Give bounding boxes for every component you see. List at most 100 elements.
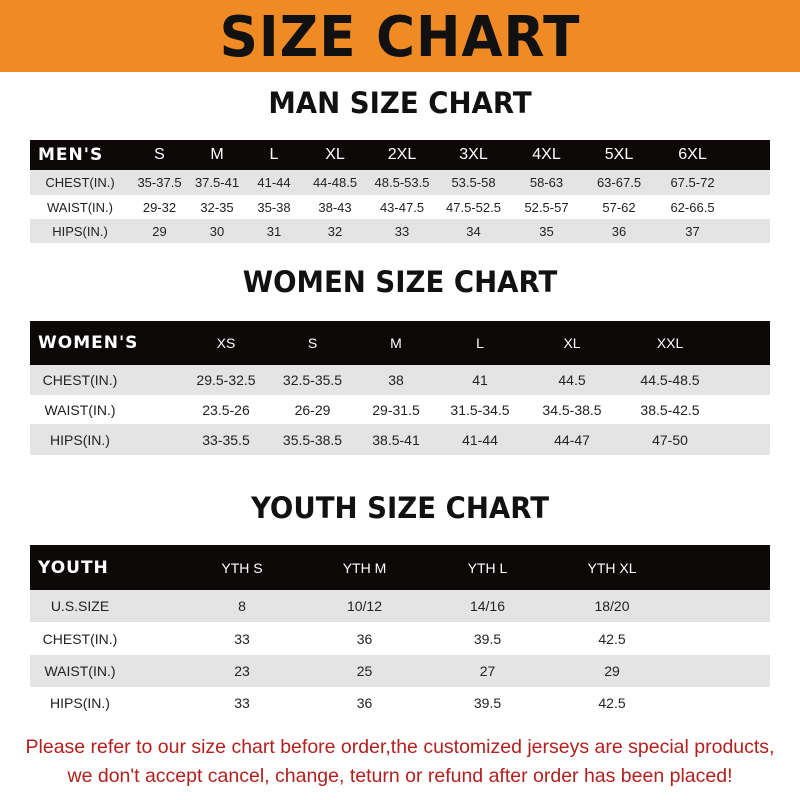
size-value: 27 (479, 663, 496, 679)
size-value: 29 (604, 663, 620, 679)
row-label: U.S.SIZE (50, 598, 110, 614)
size-value: 36 (611, 223, 627, 239)
size-header: XXL (656, 335, 684, 351)
size-value: 48.5-53.5 (374, 175, 430, 190)
row-label: CHEST(IN.) (42, 372, 118, 388)
size-value: 25 (356, 663, 373, 679)
size-value: 39.5 (473, 694, 502, 711)
size-value: 47-50 (652, 431, 688, 448)
size-value: 37 (685, 223, 700, 239)
youth-section-title: YOUTH SIZE CHART (250, 491, 550, 525)
row-label: HIPS(IN.) (50, 431, 110, 448)
size-value: 38.5-42.5 (640, 401, 700, 418)
size-value: 57-62 (602, 199, 636, 215)
size-value: 39.5 (473, 630, 502, 647)
size-value: 23.5-26 (202, 401, 250, 418)
header-row: YOUTH YTH S YTH M YTH L YTH XL (30, 545, 770, 590)
size-value: 14/16 (469, 598, 506, 614)
size-value: 31.5-34.5 (450, 401, 510, 418)
size-value: 26-29 (294, 401, 331, 418)
size-header: YTH L (467, 559, 508, 576)
size-value: 23 (234, 663, 250, 679)
size-header: 6XL (678, 146, 707, 163)
size-header: YTH M (342, 559, 387, 576)
size-header: S (307, 335, 318, 351)
size-value: 42.5 (598, 694, 626, 711)
size-header: XL (325, 146, 345, 163)
page-title: SIZE CHART (219, 5, 581, 70)
size-value: 33 (234, 630, 250, 647)
size-header: M (210, 146, 224, 163)
men-size-table: MEN'S S M L XL 2XL 3XL 4XL 5XL 6XL CHEST(IN.) 35-37… (30, 140, 770, 243)
size-value: 53.5-58 (451, 175, 496, 190)
size-value: 62-66.5 (670, 199, 715, 215)
size-value: 35-38 (257, 199, 291, 215)
size-value: 44-48.5 (312, 175, 358, 190)
size-value: 41-44 (257, 175, 291, 190)
row-label: HIPS(IN.) (50, 694, 110, 711)
size-value: 18/20 (594, 598, 630, 614)
table-row: U.S.SIZE 8 10/12 14/16 18/20 (30, 590, 770, 622)
women-size-table: WOMEN'S XS S M L XL XXL CHEST(IN.) 29.5-32.5 32.5… (30, 321, 770, 455)
table-row: WAIST(IN.) 23 25 27 29 (30, 655, 770, 687)
size-value: 44.5 (558, 372, 586, 388)
table-header-label: YOUTH (38, 557, 109, 578)
size-value: 47.5-52.5 (446, 199, 501, 215)
table-header-label: WOMEN'S (38, 333, 139, 353)
order-notice: Please refer to our size chart before or… (0, 733, 800, 791)
row-label: WAIST(IN.) (47, 199, 113, 215)
size-value: 29 (152, 223, 167, 239)
size-header: 5XL (604, 146, 634, 163)
size-value: 29.5-32.5 (196, 372, 256, 388)
men-section-title: MAN SIZE CHART (268, 86, 532, 120)
size-value: 67.5-72 (670, 175, 715, 190)
row-label: CHEST(IN.) (45, 175, 115, 190)
table-header-label: MEN'S (38, 145, 104, 165)
size-header: XL (563, 335, 581, 351)
title-banner: SIZE CHART (0, 0, 800, 72)
size-header: YTH S (221, 559, 263, 576)
size-value: 29-32 (142, 199, 177, 215)
size-header: 4XL (532, 146, 561, 163)
size-value: 43-47.5 (379, 199, 425, 215)
size-value: 31 (266, 223, 282, 239)
size-value: 32 (327, 223, 343, 239)
youth-size-table: YOUTH YTH S YTH M YTH L YTH XL U.S.SIZE 8 10/12… (30, 545, 770, 718)
size-header: 2XL (387, 146, 417, 163)
row-label: HIPS(IN.) (52, 223, 108, 239)
size-value: 42.5 (598, 630, 626, 647)
size-value: 33-35.5 (202, 431, 250, 448)
row-label: WAIST(IN.) (44, 663, 116, 679)
size-value: 35.5-38.5 (282, 431, 343, 448)
header-row: WOMEN'S XS S M L XL XXL (30, 321, 770, 365)
size-value: 37.5-41 (194, 175, 240, 190)
size-value: 41 (472, 372, 488, 388)
size-value: 35 (539, 223, 554, 239)
notice-line-2: we don't accept cancel, change, teturn o… (67, 765, 733, 787)
size-value: 33 (234, 694, 250, 711)
table-row: WAIST(IN.) 23.5-26 26-29 29-31.5 31.5-34.5 34… (30, 395, 770, 424)
row-label: WAIST(IN.) (44, 401, 116, 418)
size-value: 36 (356, 694, 373, 711)
size-value: 44-47 (554, 431, 590, 448)
table-row: HIPS(IN.) 33 36 39.5 42.5 (30, 687, 770, 718)
table-row: HIPS(IN.) 33-35.5 35.5-38.5 38.5-41 41-44 44-… (30, 424, 770, 455)
size-header: L (269, 146, 279, 163)
size-value: 34 (466, 223, 481, 239)
size-header: YTH XL (587, 559, 637, 576)
size-value: 63-67.5 (596, 175, 642, 190)
size-header: L (476, 335, 484, 351)
women-section-title: WOMEN SIZE CHART (242, 265, 558, 299)
size-value: 29-31.5 (372, 401, 420, 418)
size-value: 36 (356, 630, 373, 647)
size-value: 34.5-38.5 (542, 401, 602, 418)
size-value: 33 (394, 223, 410, 239)
size-header: M (390, 335, 402, 351)
table-row: CHEST(IN.) 35-37.5 37.5-41 41-44 44-48.5 48.5… (30, 170, 770, 195)
size-value: 38.5-41 (372, 431, 420, 448)
size-value: 44.5-48.5 (640, 372, 700, 388)
size-value: 38 (388, 372, 404, 388)
size-value: 38-43 (318, 199, 352, 215)
size-value: 35-37.5 (137, 175, 182, 190)
table-row: CHEST(IN.) 29.5-32.5 32.5-35.5 38 41 44.5 44.5… (30, 365, 770, 395)
